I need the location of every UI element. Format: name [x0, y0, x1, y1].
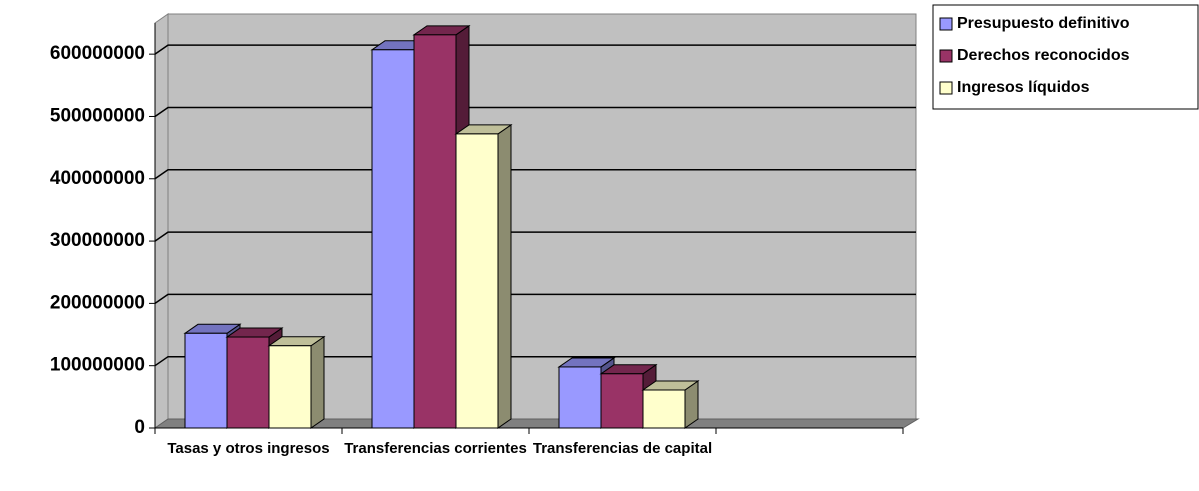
bar-front	[184, 332, 228, 429]
grid-line	[154, 231, 916, 242]
legend-swatch	[939, 17, 953, 31]
bar-side	[497, 123, 512, 429]
bar	[267, 335, 326, 429]
grid-line	[154, 106, 916, 118]
bar-front	[371, 49, 415, 429]
grid-line	[154, 293, 916, 305]
legend-swatch	[939, 49, 953, 63]
x-tick-label: Transferencias de capital	[532, 440, 713, 457]
y-tick-label: 200000000	[50, 292, 145, 313]
x-tick-label-box: Transferencias corrientes	[344, 440, 527, 457]
bar-front	[413, 34, 457, 429]
y-tick-label: 600000000	[50, 43, 145, 64]
x-tick-label: Transferencias corrientes	[344, 440, 527, 457]
legend-box	[932, 4, 1199, 110]
y-tick-label: 0	[134, 417, 145, 438]
grid-line	[154, 44, 916, 55]
legend-label: Ingresos líquidos	[957, 79, 1090, 96]
legend-label: Derechos reconocidos	[957, 47, 1130, 64]
grid-line	[154, 169, 916, 180]
bar	[641, 380, 700, 429]
y-tick-label: 300000000	[50, 230, 145, 251]
grid-line	[154, 355, 916, 367]
bar-front	[642, 389, 686, 429]
bar-front	[226, 336, 270, 429]
legend-label: Presupuesto definitivo	[957, 15, 1130, 32]
legend-swatch	[939, 81, 953, 95]
bar-front	[455, 133, 499, 429]
y-tick-label: 400000000	[50, 168, 145, 189]
bar	[454, 123, 513, 429]
y-tick-label: 100000000	[50, 355, 145, 376]
bar-front	[558, 366, 602, 429]
x-tick-label-box: Tasas y otros ingresos	[167, 440, 330, 457]
y-tick-label: 500000000	[50, 105, 145, 126]
bar-side	[310, 335, 325, 429]
side-wall	[154, 13, 169, 429]
bar-front	[268, 345, 312, 429]
x-tick-label-box: Transferencias de capital	[532, 440, 713, 457]
x-tick-label: Tasas y otros ingresos	[167, 440, 330, 457]
bar-front	[600, 373, 644, 429]
